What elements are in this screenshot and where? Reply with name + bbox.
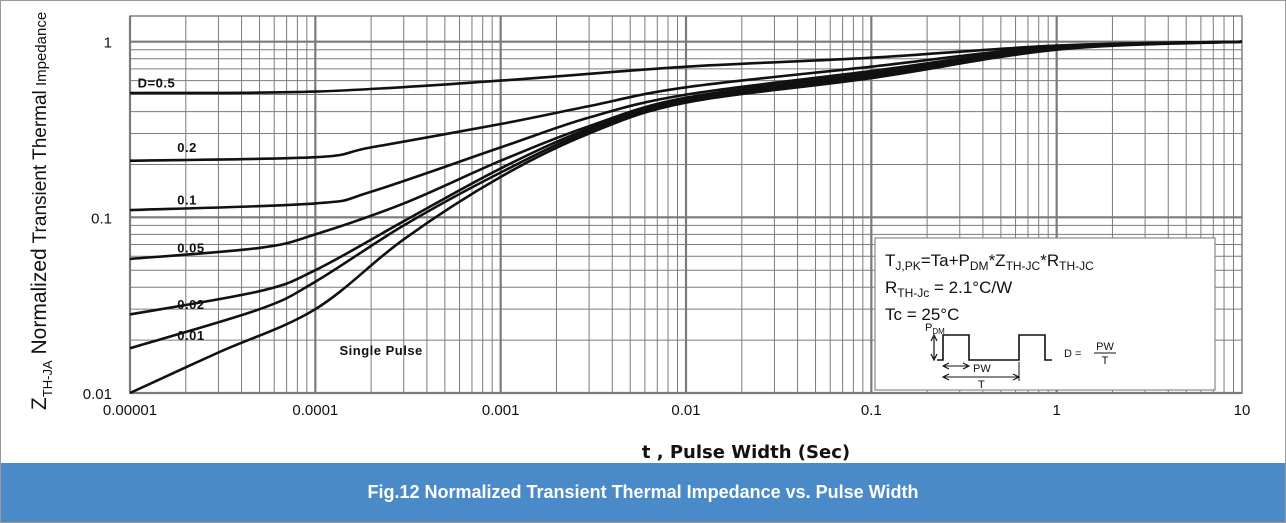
y-tick-label: 0.01 xyxy=(83,386,112,403)
duty-denominator: T xyxy=(1102,355,1109,367)
annotation-tc: Tc = 25°C xyxy=(885,305,959,324)
pulse-diagram: PDM PW T D = PW T xyxy=(925,322,1116,391)
annotation-box xyxy=(874,237,1216,391)
series-label: 0.01 xyxy=(177,328,204,343)
annotation-formula: TJ,PK=Ta+PDM*ZTH-JC*RTH-JC xyxy=(885,251,1094,273)
series-lines xyxy=(129,40,1243,395)
pw-arrowheads xyxy=(941,362,971,370)
x-tick-label: 10 xyxy=(1234,402,1251,419)
series-label: 0.05 xyxy=(177,241,204,256)
pw-label: PW xyxy=(973,363,991,375)
x-axis-label: t , Pulse Width (Sec) xyxy=(642,442,850,463)
x-tick-label: 0.0001 xyxy=(292,402,338,419)
duty-numerator: PW xyxy=(1096,341,1114,353)
figure-caption-bar: Fig.12 Normalized Transient Thermal Impe… xyxy=(1,463,1285,522)
series-label: 0.02 xyxy=(177,297,204,312)
t-label: T xyxy=(978,379,985,391)
x-tick-label: 0.01 xyxy=(671,402,700,419)
duty-eq-label: D = xyxy=(1064,348,1081,360)
pdm-arrowheads xyxy=(930,333,938,362)
figure-caption: Fig.12 Normalized Transient Thermal Impe… xyxy=(367,482,919,502)
y-axis-label: ZTH-JA Normalized Transient Thermal Impe… xyxy=(28,12,55,410)
x-tick-label: 0.1 xyxy=(861,402,882,419)
x-tick-label: 0.00001 xyxy=(103,402,157,419)
annotation-rth: RTH-Jc = 2.1°C/W xyxy=(885,278,1012,300)
series-label: 0.2 xyxy=(177,140,197,155)
series-label: D=0.5 xyxy=(138,75,176,90)
series-label: Single Pulse xyxy=(339,343,422,358)
y-tick-label: 0.1 xyxy=(91,210,112,227)
y-tick-label: 1 xyxy=(104,35,112,52)
pulse-waveform xyxy=(937,334,1052,361)
series-label: 0.1 xyxy=(177,193,197,208)
x-tick-label: 0.001 xyxy=(482,402,520,419)
pdm-label: PDM xyxy=(925,322,945,336)
x-tick-label: 1 xyxy=(1052,402,1060,419)
series-line xyxy=(129,40,1243,395)
